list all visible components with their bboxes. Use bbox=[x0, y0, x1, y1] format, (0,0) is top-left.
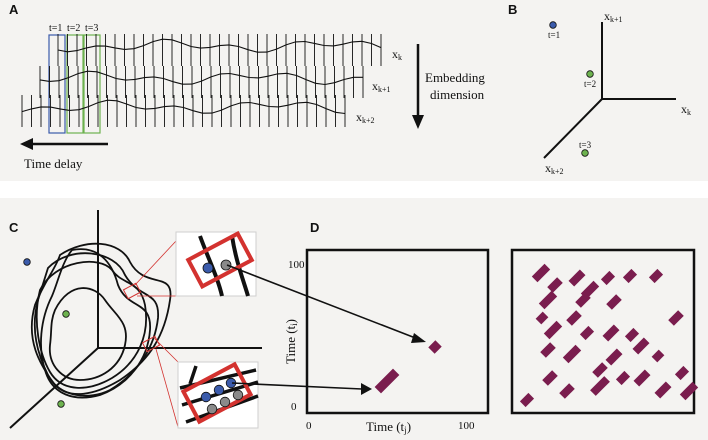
zoom-inset-top bbox=[175, 230, 257, 297]
recurrence-mark bbox=[648, 268, 664, 284]
bottom-panel-background bbox=[0, 198, 708, 440]
axis-label-xk2: xk+2 bbox=[545, 161, 564, 176]
panel-label-d: D bbox=[310, 220, 319, 235]
zoom-connectors bbox=[134, 240, 179, 428]
window-t3 bbox=[83, 34, 101, 134]
embedding-label-2: dimension bbox=[430, 87, 485, 102]
series-label-xk: xk bbox=[392, 47, 402, 62]
window-t1 bbox=[48, 34, 66, 134]
x-tick-100: 100 bbox=[458, 420, 475, 432]
recurrence-mark bbox=[566, 310, 582, 326]
recurrence-mark bbox=[654, 381, 672, 399]
axis-label-xk1: xk+1 bbox=[604, 9, 623, 24]
recurrence-mark bbox=[559, 383, 575, 399]
inset-blue-point-2b bbox=[213, 384, 225, 396]
y-tick-100: 100 bbox=[288, 259, 305, 271]
recurrence-mark bbox=[543, 320, 563, 340]
recurrence-mark bbox=[542, 370, 558, 386]
zoom-inset-bottom bbox=[177, 361, 259, 429]
recurrence-mark bbox=[568, 269, 586, 287]
point-label-t3: t=3 bbox=[579, 140, 592, 150]
arrow-inset-top-line bbox=[226, 264, 419, 340]
arrow-inset-bottom-line bbox=[231, 382, 363, 390]
recurrence-plot-frame bbox=[305, 248, 490, 415]
recurrence-mark bbox=[615, 370, 631, 386]
recurrence-plot-full-marks bbox=[519, 263, 699, 408]
attractor-point-blue bbox=[23, 258, 31, 266]
t-label-1: t=1 bbox=[49, 23, 62, 34]
window-t2 bbox=[66, 34, 84, 134]
x-axis-label: Time (tj) bbox=[366, 419, 411, 435]
recurrence-mark bbox=[651, 349, 665, 363]
recurrence-mark bbox=[622, 268, 638, 284]
top-panel-background bbox=[0, 0, 708, 181]
recurrence-mark bbox=[519, 392, 535, 408]
attractor-point-green-2 bbox=[57, 400, 65, 408]
recurrence-plot-marks bbox=[374, 340, 442, 394]
series-label-xk1: xk+1 bbox=[372, 79, 391, 94]
inset-blue-point-2a bbox=[200, 391, 212, 403]
t-label-2: t=2 bbox=[67, 23, 80, 34]
series-line-2 bbox=[39, 70, 363, 86]
recurrence-mark bbox=[592, 362, 608, 378]
inset-gray-point-2b bbox=[219, 396, 231, 408]
recurrence-mark bbox=[679, 381, 699, 401]
point-t2 bbox=[586, 70, 594, 78]
series-line-3 bbox=[21, 99, 346, 115]
y-tick-0: 0 bbox=[291, 401, 297, 413]
point-t3 bbox=[581, 149, 589, 157]
y-axis-label: Time (ti) bbox=[283, 319, 299, 364]
recurrence-mark bbox=[668, 310, 684, 326]
embedding-label-1: Embedding bbox=[425, 70, 485, 85]
point-t1 bbox=[549, 21, 557, 29]
recurrence-mark bbox=[531, 263, 551, 283]
time-series-group bbox=[21, 34, 382, 127]
point-label-t2: t=2 bbox=[584, 79, 596, 89]
recurrence-mark bbox=[624, 327, 640, 343]
inset-gray-point-2c bbox=[232, 389, 244, 401]
attractor-axes bbox=[9, 210, 262, 429]
t-label-3: t=3 bbox=[85, 23, 98, 34]
series-label-xk2: xk+2 bbox=[356, 110, 375, 125]
inset-gray-point bbox=[220, 259, 232, 271]
recurrence-mark bbox=[575, 292, 591, 308]
arrow-inset-bottom-head bbox=[361, 383, 372, 395]
recurrence-mark bbox=[674, 365, 690, 381]
recurrence-mark bbox=[428, 340, 442, 354]
recurrence-mark bbox=[540, 342, 556, 358]
recurrence-plot-full-frame bbox=[510, 248, 696, 415]
inset-blue-point bbox=[202, 262, 214, 274]
recurrence-mark bbox=[374, 368, 400, 394]
recurrence-mark bbox=[600, 270, 616, 286]
recurrence-mark bbox=[562, 344, 582, 364]
recurrence-mark bbox=[605, 348, 623, 366]
recurrence-mark bbox=[535, 311, 549, 325]
point-label-t1: t=1 bbox=[548, 30, 560, 40]
recurrence-mark bbox=[579, 325, 595, 341]
zoom-box-small-1 bbox=[122, 282, 142, 300]
time-delay-arrow-head bbox=[20, 138, 33, 150]
axis-xk2 bbox=[543, 98, 603, 159]
time-delay-label: Time delay bbox=[24, 156, 83, 171]
x-tick-0: 0 bbox=[306, 420, 312, 432]
recurrence-mark bbox=[602, 324, 620, 342]
series-line-1 bbox=[57, 38, 382, 53]
attractor-point-green-1 bbox=[62, 310, 70, 318]
panel-label-b: B bbox=[508, 2, 517, 17]
recurrence-mark bbox=[538, 290, 558, 310]
recurrence-mark bbox=[547, 277, 563, 293]
panel-label-a: A bbox=[9, 2, 19, 17]
recurrence-mark bbox=[633, 369, 651, 387]
panel-label-c: C bbox=[9, 220, 19, 235]
attractor-trajectory bbox=[30, 242, 172, 399]
axis-label-xk: xk bbox=[681, 102, 691, 117]
arrow-inset-top-head bbox=[411, 333, 426, 343]
embedding-arrow-head bbox=[412, 115, 424, 129]
recurrence-mark bbox=[590, 376, 610, 396]
recurrence-mark bbox=[606, 294, 622, 310]
inset-gray-point-2a bbox=[206, 403, 218, 415]
recurrence-mark bbox=[632, 337, 650, 355]
